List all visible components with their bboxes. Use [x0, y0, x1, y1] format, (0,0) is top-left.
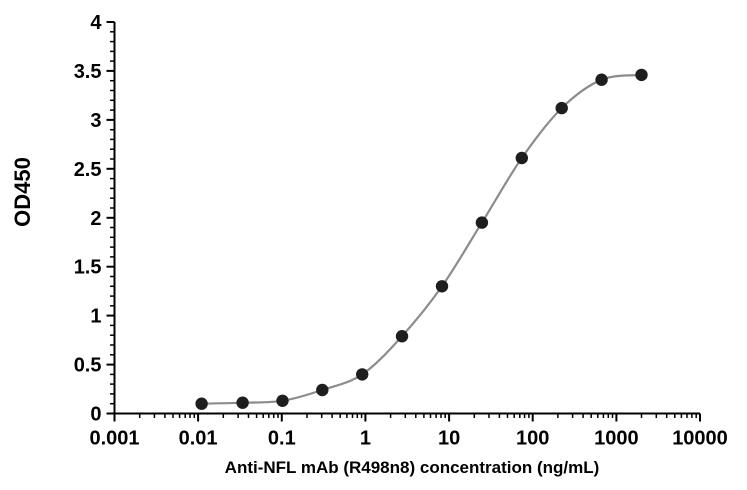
- y-tick-label: 3.5: [74, 61, 102, 83]
- y-axis-title: OD450: [10, 157, 35, 227]
- y-tick-label: 3: [90, 110, 101, 132]
- y-tick-label: 0: [90, 404, 101, 426]
- y-tick-label: 4: [90, 12, 102, 34]
- y-tick-label: 2.5: [74, 159, 102, 181]
- data-point: [195, 397, 208, 410]
- data-point: [635, 68, 648, 82]
- x-tick-label: 10: [438, 428, 460, 450]
- data-point: [555, 101, 568, 115]
- x-axis-title: Anti-NFL mAb (R498n8) concentration (ng/…: [225, 458, 600, 477]
- y-tick-label: 1: [90, 306, 101, 328]
- x-tick-label: 1: [360, 428, 371, 450]
- y-tick-label: 2: [90, 208, 101, 230]
- x-tick-label: 10000: [672, 428, 728, 450]
- x-tick-label: 0.1: [268, 428, 296, 450]
- x-tick-label: 100: [516, 428, 549, 450]
- data-point: [395, 330, 409, 343]
- data-point: [475, 216, 489, 229]
- y-tick-label: 0.5: [74, 355, 102, 377]
- chart-generated-layer: 0 0.5 1 1.5 2 2.5 3 3.5 4 0.001 0.01 0.1 1 10 100 1000 1…: [74, 12, 728, 450]
- data-point: [276, 394, 289, 407]
- data-point: [236, 396, 249, 409]
- x-tick-label: 0.001: [89, 428, 139, 450]
- fit-curve: [200, 73, 643, 405]
- data-point: [595, 73, 608, 86]
- data-point: [356, 368, 369, 381]
- x-tick-label: 0.01: [179, 428, 218, 450]
- x-tick-label: 1000: [594, 428, 639, 450]
- y-tick-label: 1.5: [74, 257, 102, 279]
- data-point: [316, 383, 329, 397]
- data-point: [515, 151, 528, 165]
- data-point: [435, 280, 449, 293]
